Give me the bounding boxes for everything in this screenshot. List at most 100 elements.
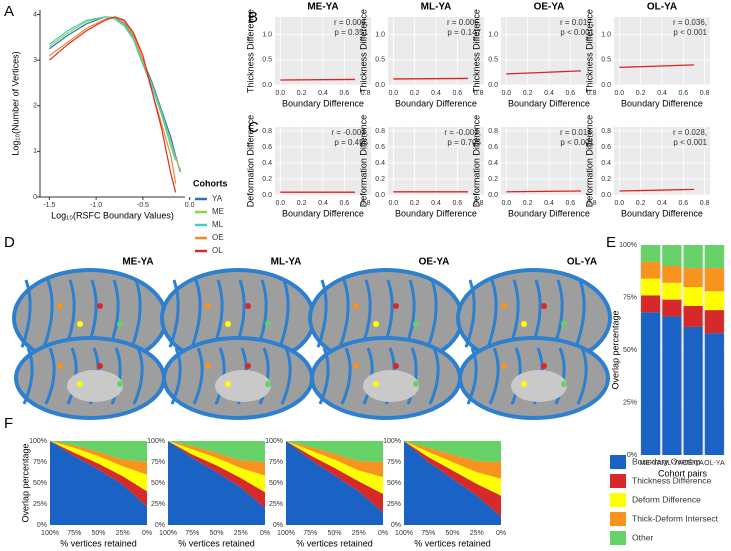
sulcus xyxy=(280,347,292,405)
y-axis-label: Deformation Difference xyxy=(358,115,368,207)
y-tick-label: 0.4 xyxy=(601,160,611,167)
x-tick-label: -0.5 xyxy=(137,202,149,209)
x-tick-label: 0% xyxy=(496,530,506,537)
annotation: r = 0.004, xyxy=(334,18,368,27)
sulcus xyxy=(340,347,352,405)
y-tick-label: 1 xyxy=(33,148,37,155)
annotation: r = -0.002, xyxy=(444,128,481,137)
bar-segment xyxy=(641,312,661,455)
x-axis-label: % vertices retained xyxy=(178,538,255,548)
fit-line xyxy=(280,78,356,81)
x-tick-label: 0.8 xyxy=(474,200,484,207)
y-tick-label: 0.8 xyxy=(601,128,611,135)
spot xyxy=(561,381,567,387)
area xyxy=(50,441,147,525)
area xyxy=(168,441,265,493)
bar-segment xyxy=(662,299,682,317)
spot xyxy=(393,363,399,369)
x-tick-label: 0.8 xyxy=(474,90,484,97)
bar-segment xyxy=(683,245,703,269)
x-tick-label: 0.4 xyxy=(544,90,554,97)
map-title: ME-YA xyxy=(122,257,153,268)
spot xyxy=(373,321,379,327)
spot xyxy=(225,381,231,387)
annotation: r = 0.006, xyxy=(447,18,481,27)
x-tick-label: 0% xyxy=(378,530,388,537)
y-tick-label: 0.5 xyxy=(601,57,611,64)
y-tick-label: 1.0 xyxy=(488,31,498,38)
spot xyxy=(77,381,83,387)
line xyxy=(49,16,181,173)
legend-swatch xyxy=(610,531,626,545)
spot xyxy=(57,363,63,369)
x-tick-label: ML-YA xyxy=(661,460,682,467)
x-tick-label: -1.5 xyxy=(43,202,55,209)
area xyxy=(404,441,501,462)
y-tick-label: 0.6 xyxy=(601,144,611,151)
sulcus xyxy=(426,279,438,348)
x-tick-label: 0.4 xyxy=(431,90,441,97)
y-tick-label: 50% xyxy=(151,480,165,487)
legend-swatch xyxy=(610,493,626,507)
annotation: r = -0.003, xyxy=(331,128,368,137)
sulcus xyxy=(22,347,34,405)
sulcus xyxy=(132,347,144,405)
legend-label: ML xyxy=(212,220,224,229)
spot xyxy=(561,321,567,327)
y-tick-label: 1.0 xyxy=(262,31,272,38)
x-tick-label: 0.8 xyxy=(587,90,597,97)
annotation: p = 0.147 xyxy=(447,28,481,37)
y-tick-label: 3 xyxy=(33,57,37,64)
y-tick-label: 0.8 xyxy=(262,128,272,135)
medial-wall xyxy=(511,370,567,402)
x-tick-label: 0.0 xyxy=(275,90,285,97)
x-axis-label: Boundary Difference xyxy=(508,208,590,218)
spot xyxy=(501,363,507,369)
x-axis-label: % vertices retained xyxy=(296,538,373,548)
annotation: r = 0.017, xyxy=(560,18,594,27)
chart-title: ME-YA xyxy=(307,2,338,13)
y-tick-label: 0.0 xyxy=(601,192,611,199)
x-axis-label: Boundary Difference xyxy=(395,208,477,218)
sulcus xyxy=(510,347,522,405)
area xyxy=(404,441,501,517)
line xyxy=(49,16,181,170)
map-title: ML-YA xyxy=(271,257,302,268)
bar-segment xyxy=(641,295,661,313)
area xyxy=(168,441,265,476)
spot xyxy=(97,363,103,369)
sulcus xyxy=(190,279,202,348)
x-tick-label: 0% xyxy=(142,530,152,537)
medial-wall xyxy=(67,370,123,402)
x-tick-label: 0.4 xyxy=(318,200,328,207)
x-tick-label: 0.6 xyxy=(565,90,575,97)
x-tick-label: 0.4 xyxy=(431,200,441,207)
x-tick-label: 0.6 xyxy=(339,200,349,207)
x-tick-label: 0.6 xyxy=(678,200,688,207)
bar-segment xyxy=(704,310,724,334)
y-tick-label: 4 xyxy=(33,11,37,18)
spot xyxy=(521,381,527,387)
y-tick-label: 0 xyxy=(33,194,37,201)
y-axis-label: Thickness Difference xyxy=(471,9,481,93)
x-tick-label: 50% xyxy=(445,530,459,537)
sulcus xyxy=(170,347,182,405)
x-tick-label: 0.6 xyxy=(452,90,462,97)
chart-title: OL-YA xyxy=(647,2,677,13)
spot xyxy=(353,303,359,309)
y-tick-label: 100% xyxy=(383,438,401,445)
x-tick-label: OL-YA xyxy=(704,460,725,467)
y-axis-label: Overlap percentage xyxy=(610,310,620,389)
sulcus xyxy=(66,347,78,405)
medial-wall xyxy=(215,370,271,402)
spot xyxy=(413,321,419,327)
x-axis-label: Boundary Difference xyxy=(508,98,590,108)
spot xyxy=(413,381,419,387)
area xyxy=(168,441,265,525)
y-tick-label: 50% xyxy=(623,347,637,354)
x-tick-label: 0.8 xyxy=(700,90,710,97)
y-tick-label: 2 xyxy=(33,103,37,110)
y-tick-label: 100% xyxy=(265,438,283,445)
spot xyxy=(97,303,103,309)
